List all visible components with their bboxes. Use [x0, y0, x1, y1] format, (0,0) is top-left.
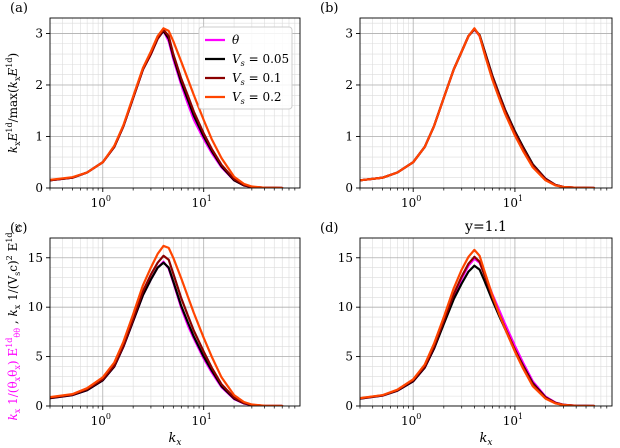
- legend-label-2: Vs = 0.1: [232, 71, 282, 87]
- axes-frame: [49, 237, 301, 407]
- y-tick-label: 0: [35, 399, 43, 413]
- series-line-1: [360, 28, 596, 188]
- y-tick-label: 15: [28, 251, 43, 265]
- y-tick-label: 0: [345, 181, 353, 195]
- y-axis-label: kx 1/(θxθx) E1dθθ , kx 1/(Vsc)2 E1dcc: [5, 223, 22, 421]
- axes-frame: [359, 237, 613, 407]
- y-tick-label: 10: [28, 300, 43, 314]
- legend-label-0: θ: [232, 33, 240, 47]
- x-axis-label: kx: [480, 431, 493, 448]
- series-line-3: [50, 27, 284, 188]
- legend: θ Vs = 0.05 Vs = 0.1 Vs = 0.2: [198, 26, 293, 110]
- y-tick-label: 10: [338, 300, 353, 314]
- series-line-3: [50, 244, 284, 406]
- x-axis-label: kx: [169, 431, 182, 448]
- x-tick-label: 101: [503, 194, 523, 210]
- x-tick-label: 101: [503, 412, 523, 428]
- series-line-2: [360, 255, 596, 406]
- series-line-1: [360, 264, 596, 406]
- y-tick-label: 5: [345, 350, 353, 364]
- axes-frame: [49, 17, 301, 189]
- panel-tag: (c): [10, 221, 27, 236]
- grid: [360, 238, 612, 406]
- y-tick-label: 2: [345, 78, 353, 92]
- panel-d: 100 101 0 5 10 15 (d) y=1.1 kx: [320, 219, 613, 448]
- legend-frame: [198, 26, 293, 110]
- y-tick-label: 2: [35, 78, 43, 92]
- panel-c: 100 101 0 5 10 15 (c) kx kx 1/(θxθx) E1dθθ , kx …: [5, 221, 301, 448]
- grid: [50, 238, 300, 406]
- x-tick-label: 100: [91, 412, 111, 428]
- series-group: [50, 27, 284, 188]
- panel-tag: (a): [10, 1, 28, 16]
- y-tick-label: 3: [345, 26, 353, 40]
- legend-label-1: Vs = 0.05: [232, 52, 289, 68]
- y-tick-label: 1: [35, 129, 43, 143]
- x-tick-label: 100: [91, 194, 111, 210]
- y-tick-label: 5: [35, 350, 43, 364]
- y-tick-label: 0: [35, 181, 43, 195]
- y-tick-label: 0: [345, 399, 353, 413]
- y-tick-label: 1: [345, 129, 353, 143]
- series-line-2: [50, 254, 284, 406]
- x-tick-label: 100: [401, 194, 421, 210]
- x-tick-label: 100: [401, 412, 421, 428]
- grid: [360, 18, 612, 188]
- y-tick-label: 3: [35, 26, 43, 40]
- series-line-0: [50, 260, 284, 406]
- panel-tag: (d): [320, 221, 338, 236]
- series-line-3: [360, 27, 596, 188]
- series-group: [50, 244, 284, 406]
- panel-tag: (b): [320, 1, 338, 16]
- x-tick-label: 101: [192, 194, 212, 210]
- series-line-3: [360, 248, 596, 406]
- series-line-0: [360, 28, 596, 188]
- y-axis-label: kxE1d/max(kxE1d): [5, 53, 22, 153]
- panel-title: y=1.1: [464, 219, 507, 235]
- series-line-1: [50, 261, 284, 406]
- series-line-2: [360, 27, 596, 188]
- legend-label-3: Vs = 0.2: [232, 90, 282, 106]
- axes-frame: [359, 17, 613, 189]
- series-group: [360, 248, 596, 406]
- y-tick-label: 15: [338, 251, 353, 265]
- series-group: [360, 27, 596, 188]
- series-line-0: [360, 257, 596, 406]
- x-tick-label: 101: [192, 412, 212, 428]
